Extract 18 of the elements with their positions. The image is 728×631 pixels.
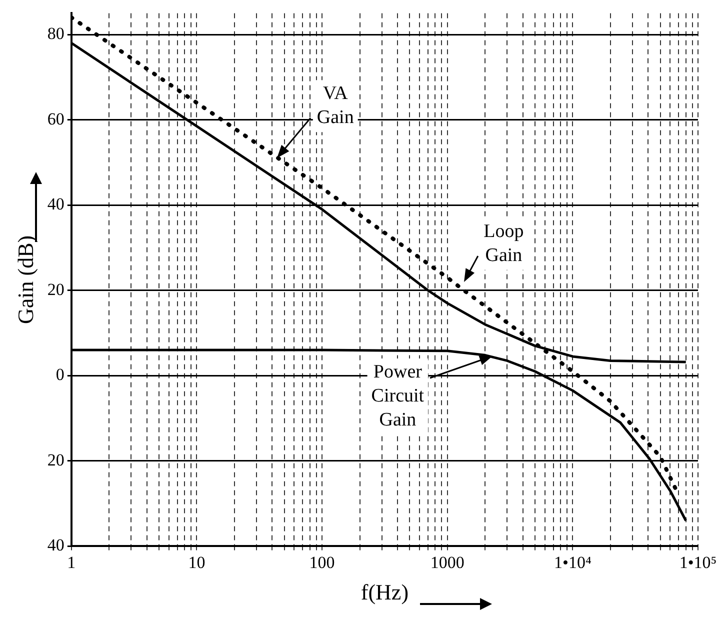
- x-tick-label: 1•10⁵: [679, 552, 717, 572]
- x-tick-label: 1•10⁴: [554, 552, 592, 572]
- x-axis-title: f(Hz): [360, 580, 409, 605]
- x-tick-label: 100: [309, 552, 335, 572]
- y-tick-label: 20: [47, 280, 64, 299]
- annotation: VA Gain: [316, 83, 354, 128]
- annotation: Loop Gain: [484, 220, 524, 266]
- y-tick-label: 40: [47, 536, 64, 555]
- x-tick-label: 1000: [430, 552, 464, 572]
- x-tick-label: 10: [188, 552, 206, 572]
- y-tick-label: 40: [47, 194, 64, 214]
- x-tick-label: 1: [67, 552, 76, 572]
- y-tick-label: 0: [56, 365, 64, 384]
- y-tick-label: 20: [47, 450, 64, 470]
- y-tick-label: 60: [47, 109, 64, 128]
- y-axis-title: Gain (dB): [12, 235, 38, 324]
- annotation: Power Circuit Gain: [371, 361, 425, 430]
- y-tick-label: 80: [47, 24, 64, 43]
